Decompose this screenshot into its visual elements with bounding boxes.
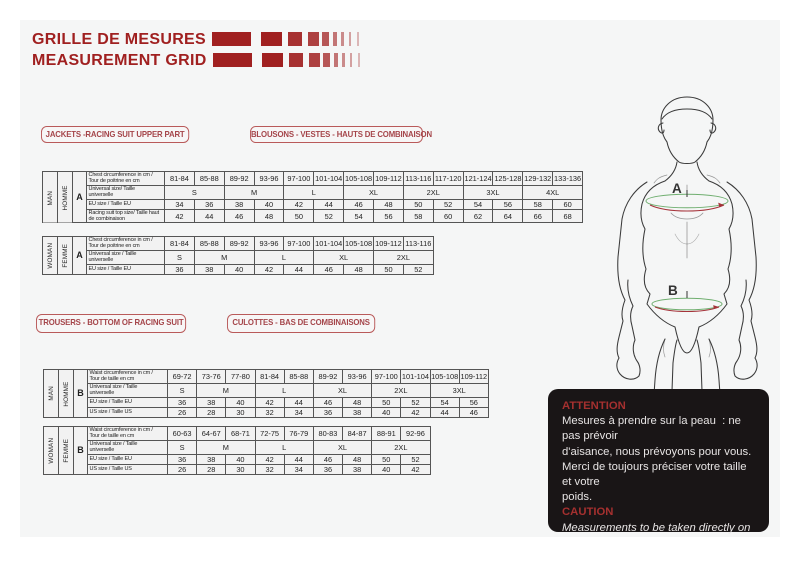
svg-text:A: A (672, 181, 682, 196)
svg-text:B: B (668, 283, 678, 298)
